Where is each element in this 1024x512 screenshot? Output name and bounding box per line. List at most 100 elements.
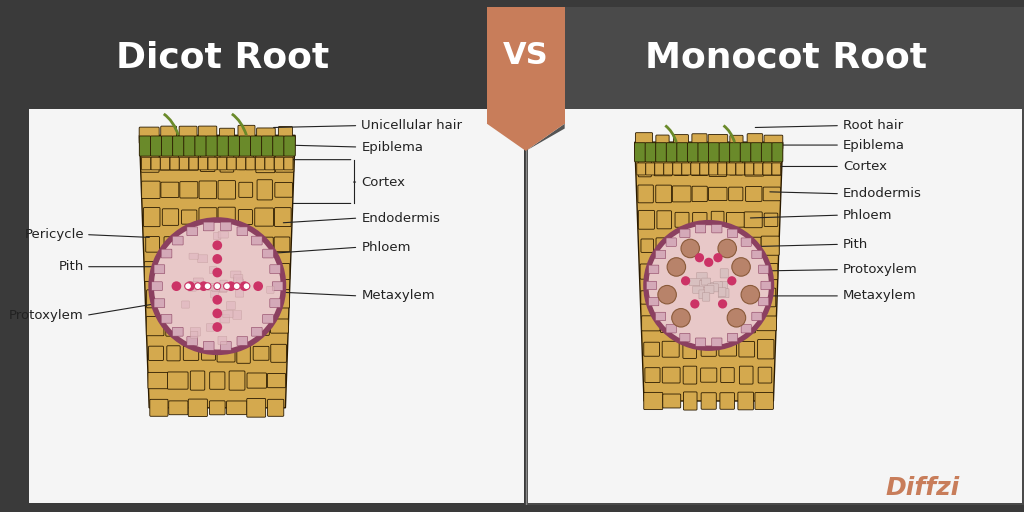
FancyBboxPatch shape xyxy=(181,263,198,280)
FancyBboxPatch shape xyxy=(758,367,772,383)
FancyBboxPatch shape xyxy=(247,373,266,388)
FancyBboxPatch shape xyxy=(217,136,228,156)
FancyBboxPatch shape xyxy=(527,109,1022,503)
FancyBboxPatch shape xyxy=(654,163,664,175)
Circle shape xyxy=(204,283,211,290)
FancyBboxPatch shape xyxy=(251,136,262,156)
Text: Cortex: Cortex xyxy=(843,160,887,173)
Text: Metaxylem: Metaxylem xyxy=(361,289,435,303)
FancyBboxPatch shape xyxy=(663,289,677,306)
FancyBboxPatch shape xyxy=(729,161,742,175)
FancyBboxPatch shape xyxy=(702,293,710,301)
Text: Pith: Pith xyxy=(58,260,84,273)
FancyBboxPatch shape xyxy=(699,290,708,299)
FancyBboxPatch shape xyxy=(680,290,698,305)
FancyBboxPatch shape xyxy=(143,207,160,227)
FancyBboxPatch shape xyxy=(642,316,660,331)
FancyBboxPatch shape xyxy=(186,337,198,346)
FancyBboxPatch shape xyxy=(709,143,720,162)
FancyBboxPatch shape xyxy=(682,163,690,175)
FancyBboxPatch shape xyxy=(709,239,726,253)
FancyBboxPatch shape xyxy=(648,297,658,306)
FancyBboxPatch shape xyxy=(698,143,709,162)
FancyBboxPatch shape xyxy=(728,237,741,254)
FancyBboxPatch shape xyxy=(262,136,273,156)
FancyBboxPatch shape xyxy=(201,291,216,306)
Circle shape xyxy=(172,281,181,291)
FancyBboxPatch shape xyxy=(233,277,243,284)
FancyBboxPatch shape xyxy=(666,238,676,246)
FancyBboxPatch shape xyxy=(265,157,274,170)
FancyBboxPatch shape xyxy=(656,238,674,253)
FancyBboxPatch shape xyxy=(162,136,173,156)
FancyBboxPatch shape xyxy=(154,265,165,273)
Text: Endodermis: Endodermis xyxy=(361,211,440,225)
FancyBboxPatch shape xyxy=(759,264,778,280)
FancyBboxPatch shape xyxy=(237,227,248,236)
FancyBboxPatch shape xyxy=(141,153,159,172)
FancyBboxPatch shape xyxy=(274,157,284,170)
FancyBboxPatch shape xyxy=(695,225,706,233)
Circle shape xyxy=(648,224,770,347)
FancyBboxPatch shape xyxy=(179,126,197,144)
FancyBboxPatch shape xyxy=(638,210,654,229)
FancyBboxPatch shape xyxy=(736,163,744,175)
FancyBboxPatch shape xyxy=(219,128,234,142)
FancyBboxPatch shape xyxy=(145,237,160,252)
FancyBboxPatch shape xyxy=(234,316,253,336)
FancyBboxPatch shape xyxy=(676,238,689,253)
FancyBboxPatch shape xyxy=(220,342,231,350)
FancyBboxPatch shape xyxy=(237,344,250,364)
FancyBboxPatch shape xyxy=(664,163,673,175)
FancyBboxPatch shape xyxy=(187,281,198,290)
FancyBboxPatch shape xyxy=(270,299,281,308)
FancyBboxPatch shape xyxy=(213,285,223,291)
FancyBboxPatch shape xyxy=(190,328,201,336)
FancyBboxPatch shape xyxy=(730,143,740,162)
FancyBboxPatch shape xyxy=(204,222,214,231)
FancyBboxPatch shape xyxy=(237,337,248,346)
FancyBboxPatch shape xyxy=(229,371,245,390)
FancyBboxPatch shape xyxy=(255,157,264,170)
FancyBboxPatch shape xyxy=(28,7,525,505)
Text: Pith: Pith xyxy=(843,238,868,251)
FancyBboxPatch shape xyxy=(188,284,197,291)
Circle shape xyxy=(681,276,690,285)
Circle shape xyxy=(657,285,677,304)
FancyBboxPatch shape xyxy=(161,249,172,258)
FancyBboxPatch shape xyxy=(701,393,716,409)
FancyBboxPatch shape xyxy=(638,185,653,203)
Text: Phloem: Phloem xyxy=(361,241,411,254)
FancyBboxPatch shape xyxy=(164,237,178,252)
Circle shape xyxy=(223,283,230,290)
FancyBboxPatch shape xyxy=(740,262,757,281)
FancyBboxPatch shape xyxy=(744,160,764,176)
FancyBboxPatch shape xyxy=(190,331,198,338)
FancyBboxPatch shape xyxy=(284,136,295,156)
FancyBboxPatch shape xyxy=(657,211,672,229)
Circle shape xyxy=(212,268,222,278)
FancyBboxPatch shape xyxy=(674,161,688,176)
FancyBboxPatch shape xyxy=(148,346,164,360)
FancyBboxPatch shape xyxy=(645,143,656,162)
FancyBboxPatch shape xyxy=(640,264,658,279)
FancyBboxPatch shape xyxy=(683,392,697,410)
FancyBboxPatch shape xyxy=(173,136,184,156)
FancyBboxPatch shape xyxy=(263,314,273,323)
FancyBboxPatch shape xyxy=(181,237,198,252)
FancyBboxPatch shape xyxy=(679,264,698,279)
FancyBboxPatch shape xyxy=(666,325,676,333)
FancyBboxPatch shape xyxy=(764,135,782,149)
Text: Endodermis: Endodermis xyxy=(843,187,922,200)
FancyBboxPatch shape xyxy=(201,154,215,172)
Circle shape xyxy=(233,283,241,290)
FancyBboxPatch shape xyxy=(271,290,290,308)
FancyBboxPatch shape xyxy=(199,126,217,144)
Text: Metaxylem: Metaxylem xyxy=(843,289,916,303)
FancyBboxPatch shape xyxy=(752,250,762,259)
FancyBboxPatch shape xyxy=(738,392,754,410)
FancyBboxPatch shape xyxy=(219,290,233,308)
FancyBboxPatch shape xyxy=(761,236,779,255)
Text: Unicellular hair: Unicellular hair xyxy=(361,119,462,132)
FancyBboxPatch shape xyxy=(274,182,293,197)
